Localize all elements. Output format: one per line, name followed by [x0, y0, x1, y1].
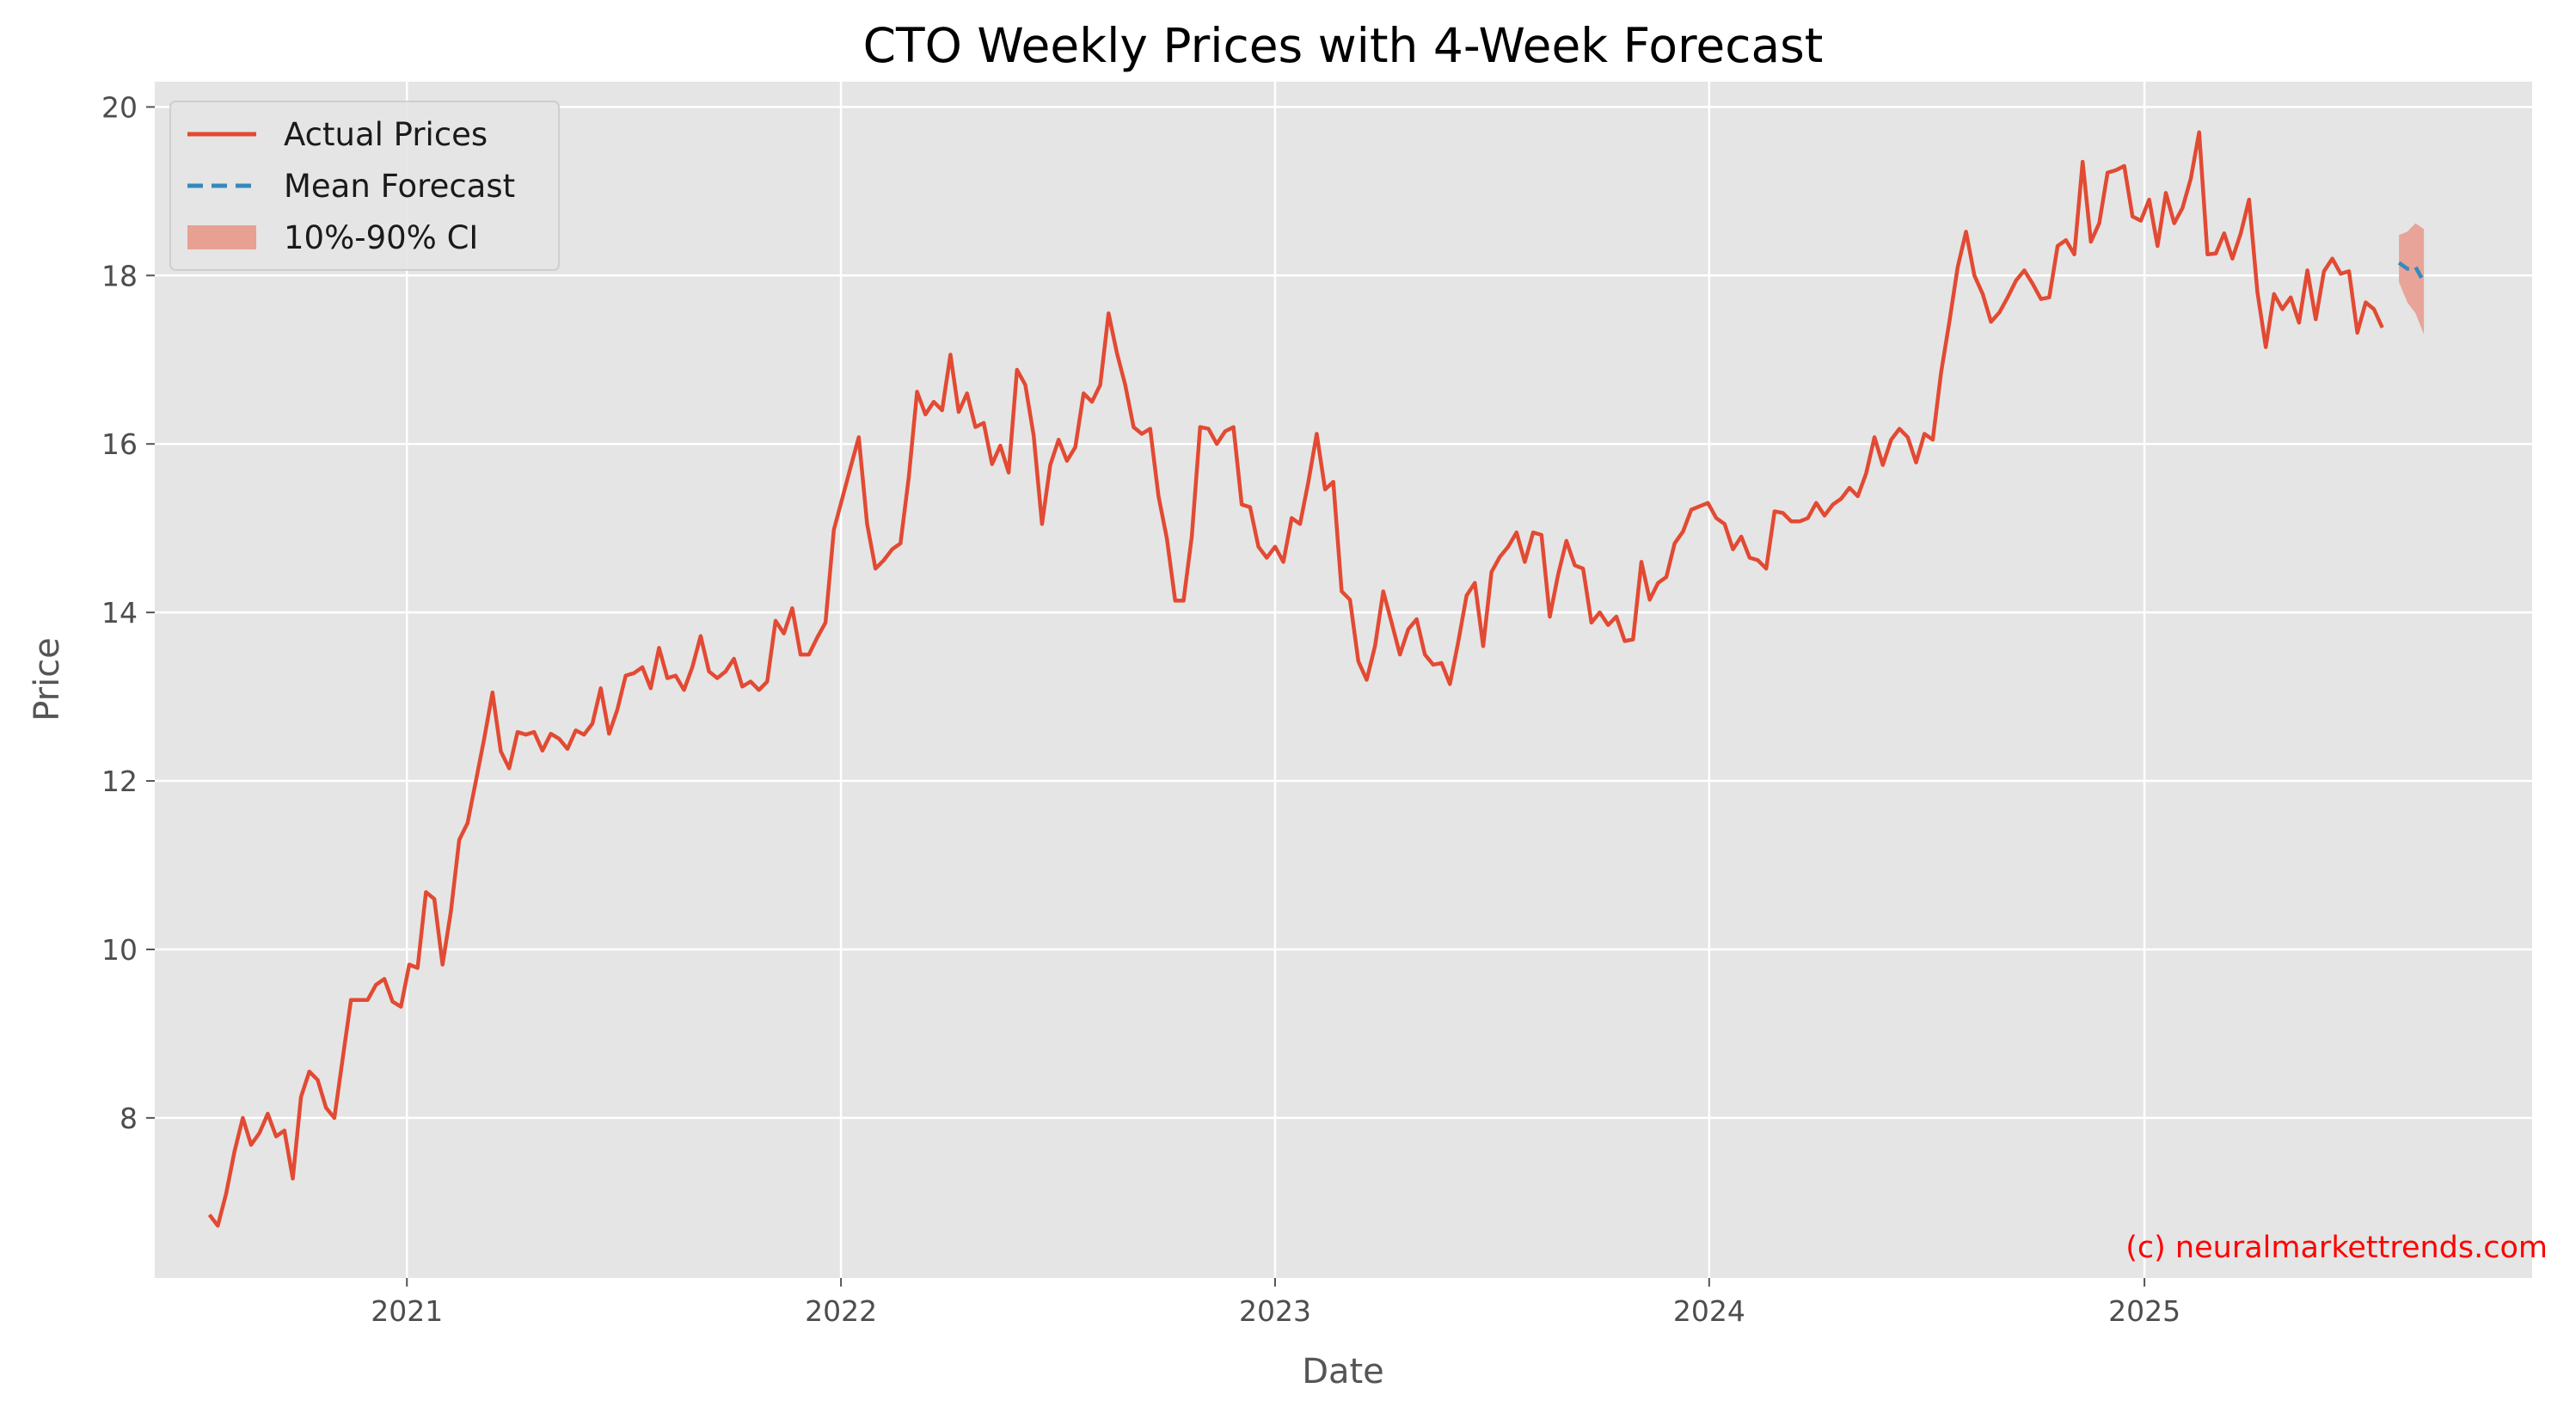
y-tick-label-8: 8: [120, 1102, 138, 1135]
legend-ci-label: 10%-90% CI: [284, 219, 478, 256]
y-tick-label-14: 14: [101, 596, 138, 630]
y-tick-label-20: 20: [101, 90, 138, 124]
chart-title: CTO Weekly Prices with 4-Week Forecast: [863, 18, 1824, 73]
x-tick-labels: 2021 2022 2023 2024 2025: [371, 1278, 2180, 1328]
ci-band: [2399, 223, 2425, 335]
y-tick-label-18: 18: [101, 259, 138, 292]
forecast-series-layer: [2397, 261, 2426, 284]
x-tick-label-2023: 2023: [1239, 1294, 1311, 1328]
legend-ci-swatch: [187, 225, 256, 249]
x-tick-label-2024: 2024: [1673, 1294, 1745, 1328]
legend-box: [169, 101, 560, 271]
y-tick-labels: 8 10 12 14 16 18 20: [101, 90, 155, 1135]
legend-forecast-label: Mean Forecast: [284, 168, 515, 205]
y-tick-label-16: 16: [101, 427, 138, 461]
mean-forecast-line: [2397, 261, 2426, 284]
x-tick-label-2025: 2025: [2108, 1294, 2180, 1328]
x-tick-label-2021: 2021: [371, 1294, 443, 1328]
legend-actual-label: Actual Prices: [284, 116, 488, 153]
x-tick-label-2022: 2022: [805, 1294, 877, 1328]
plot-area: [155, 82, 2532, 1278]
actual-series-layer: [207, 130, 2384, 1228]
y-axis-label: Price: [28, 637, 67, 722]
y-tick-label-10: 10: [101, 933, 138, 967]
x-axis-label: Date: [1302, 1352, 1384, 1391]
legend: Actual Prices Mean Forecast 10%-90% CI: [169, 101, 560, 271]
y-tick-label-12: 12: [101, 765, 138, 798]
grid-lines: [155, 82, 2532, 1278]
watermark-text: (c) neuralmarkettrends.com: [2125, 1231, 2548, 1265]
actual-prices-line: [207, 130, 2384, 1228]
ci-band-layer: [2399, 223, 2425, 335]
